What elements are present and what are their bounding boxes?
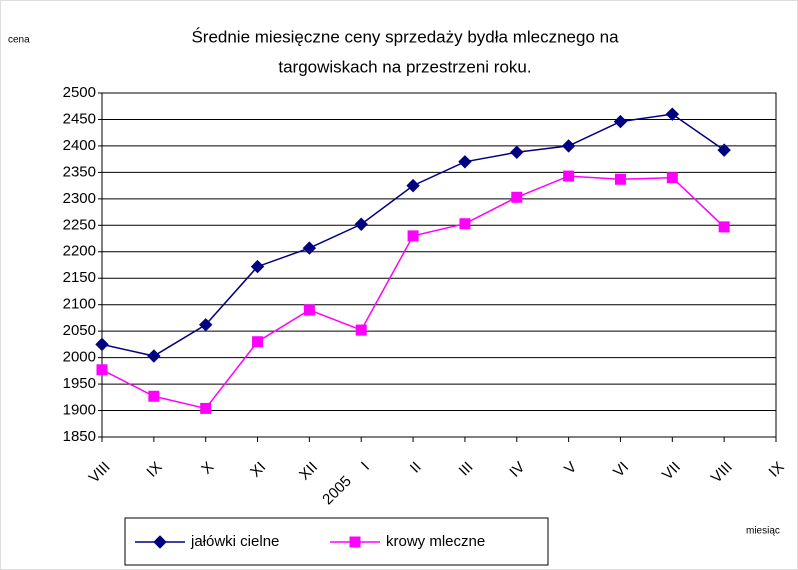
marker (511, 191, 523, 203)
marker (459, 218, 471, 230)
marker (614, 173, 626, 185)
y-tick-label: 2200 (63, 243, 96, 260)
marker (613, 114, 628, 129)
marker (458, 155, 472, 169)
marker (252, 336, 264, 348)
y-tick-label: 2450 (63, 110, 96, 127)
marker (406, 178, 420, 193)
marker (355, 324, 367, 336)
marker (510, 145, 524, 159)
y-tick-label: 1900 (63, 402, 96, 419)
marker (561, 139, 576, 153)
legend-label: krowy mleczne (386, 533, 485, 550)
chart-title: Średnie miesięczne ceny sprzedaży bydła … (191, 27, 619, 46)
marker (153, 535, 167, 549)
marker (250, 259, 265, 274)
y-tick-label: 2050 (63, 322, 96, 339)
y-tick-label: 2150 (63, 269, 96, 286)
marker (96, 364, 108, 376)
y-axis-label: cena (8, 35, 30, 46)
plot-border (101, 92, 777, 438)
marker (349, 536, 361, 548)
marker (718, 221, 730, 233)
marker (717, 143, 731, 157)
y-tick-label: 2100 (63, 296, 96, 313)
y-tick-label: 2500 (63, 84, 96, 101)
legend-label: jałówki cielne (190, 533, 279, 550)
marker (407, 230, 419, 242)
y-tick-label: 2350 (63, 163, 96, 180)
marker (303, 304, 315, 316)
chart-title: targowiskach na przestrzeni roku. (278, 57, 531, 76)
y-tick-label: 2300 (63, 190, 96, 207)
marker (198, 318, 213, 332)
marker (200, 402, 212, 414)
marker (95, 337, 109, 352)
marker (665, 107, 680, 121)
x-axis-label: miesiąc (746, 526, 780, 537)
y-tick-label: 1950 (63, 375, 96, 392)
y-tick-label: 2400 (63, 137, 96, 154)
y-tick-label: 2000 (63, 349, 96, 366)
marker (563, 170, 575, 182)
marker (302, 241, 317, 255)
marker (147, 349, 161, 363)
marker (148, 390, 160, 402)
y-tick-label: 1850 (63, 428, 96, 445)
marker (354, 217, 368, 231)
marker (666, 172, 678, 184)
y-tick-label: 2250 (63, 216, 96, 233)
